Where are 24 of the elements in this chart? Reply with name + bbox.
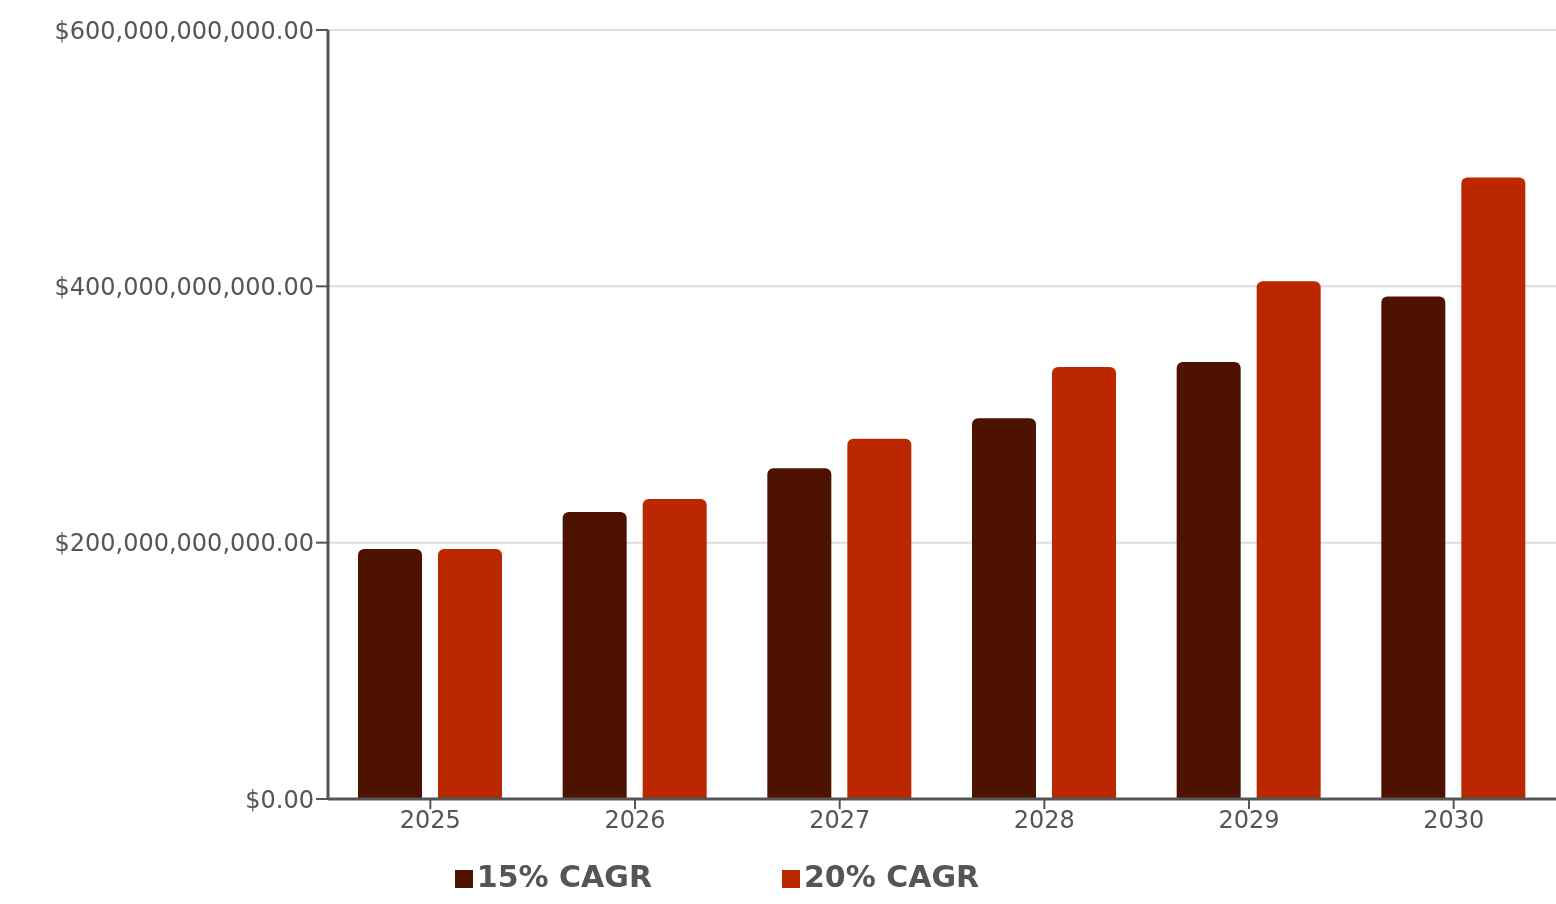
bar [1381,296,1446,799]
bar [767,468,832,799]
x-tick-label: 2029 [1218,806,1280,835]
legend-label: 20% CAGR [804,859,980,894]
x-tick-label: 2028 [1013,806,1075,835]
legend-label: 15% CAGR [476,859,652,894]
bar [1256,281,1321,799]
y-tick-label: $0.00 [245,785,314,814]
bar [642,499,707,799]
x-tick-label: 2025 [399,806,461,835]
y-tick-label: $200,000,000,000.00 [54,529,314,558]
bar [358,549,422,799]
bar [1052,367,1116,799]
bar [1176,361,1241,799]
y-tick-label: $600,000,000,000.00 [54,16,314,45]
bar [1461,177,1526,799]
x-tick-label: 2030 [1423,806,1485,835]
bar [562,511,627,799]
y-tick-label: $400,000,000,000.00 [54,272,314,301]
x-tick-label: 2026 [604,806,666,835]
bar [438,549,502,799]
bar [847,438,912,799]
bar [972,418,1036,799]
x-tick-label: 2027 [809,806,871,835]
